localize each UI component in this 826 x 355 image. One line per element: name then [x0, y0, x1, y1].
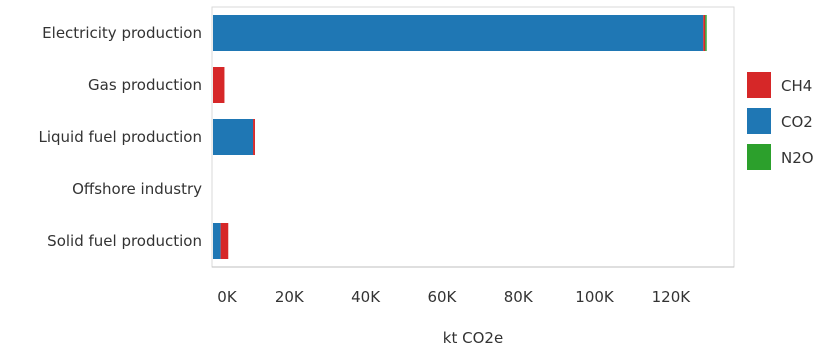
bar-segment-co2[interactable] — [213, 15, 704, 51]
legend-label-n2o: N2O — [781, 149, 814, 167]
category-labels: Electricity production Gas production Liqu… — [38, 24, 202, 250]
x-axis-title: kt CO2e — [443, 329, 503, 347]
bar-segment-ch4[interactable] — [703, 15, 706, 51]
bar-segment-co2[interactable] — [213, 119, 254, 155]
x-tick-label: 60K — [427, 288, 457, 306]
category-label: Electricity production — [42, 24, 202, 42]
x-tick-label: 120K — [652, 288, 692, 306]
category-label: Offshore industry — [72, 180, 202, 198]
legend-swatch-ch4[interactable] — [747, 72, 771, 98]
bar-segment-ch4[interactable] — [220, 223, 229, 259]
legend: CH4 CO2 N2O — [747, 72, 814, 170]
bars-group — [213, 15, 707, 259]
legend-swatch-co2[interactable] — [747, 108, 771, 134]
x-tick-label: 80K — [504, 288, 534, 306]
legend-label-ch4: CH4 — [781, 77, 812, 95]
x-tick-label: 20K — [275, 288, 305, 306]
bar-segment-ch4[interactable] — [253, 119, 255, 155]
bar-segment-n2o[interactable] — [705, 15, 707, 51]
x-tick-label: 100K — [575, 288, 615, 306]
legend-label-co2: CO2 — [781, 113, 813, 131]
x-tick-label: 0K — [217, 288, 238, 306]
bar-segment-co2[interactable] — [213, 223, 221, 259]
category-label: Solid fuel production — [47, 232, 202, 250]
x-tick-label: 40K — [351, 288, 381, 306]
x-tick-labels: 0K 20K 40K 60K 80K 100K 120K — [217, 288, 691, 306]
category-label: Liquid fuel production — [38, 128, 202, 146]
category-label: Gas production — [88, 76, 202, 94]
bar-segment-ch4[interactable] — [213, 67, 225, 103]
legend-swatch-n2o[interactable] — [747, 144, 771, 170]
